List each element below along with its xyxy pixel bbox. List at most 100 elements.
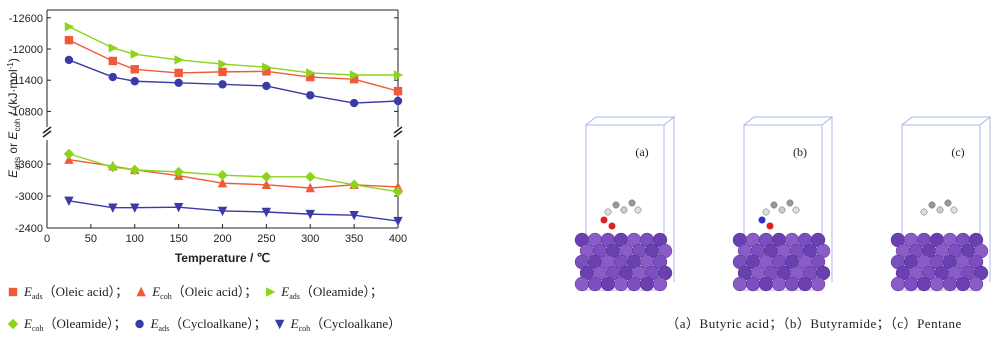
legend-item: Eads（Cycloalkane）； bbox=[135, 316, 266, 333]
legend-subscript: coh bbox=[299, 324, 311, 333]
caption: （a）Butyric acid；（b）Butyramide；（c）Pentane bbox=[666, 316, 961, 332]
x-tick-label: 0 bbox=[44, 233, 50, 245]
marker bbox=[350, 99, 358, 107]
marker bbox=[174, 69, 182, 77]
marker bbox=[109, 57, 117, 65]
series-line bbox=[69, 40, 398, 91]
panel-label: (a) bbox=[635, 145, 648, 159]
chart: -12600-12000-11400-10800-3600-3000-24000… bbox=[6, 10, 407, 333]
marker bbox=[9, 288, 17, 296]
legend-label: Ecoh（Oleic acid）； bbox=[151, 284, 257, 301]
marker bbox=[8, 319, 18, 329]
structures: (a) (b) (c) bbox=[575, 117, 990, 291]
structure-panel: (b) bbox=[733, 117, 832, 291]
x-tick-label: 250 bbox=[257, 233, 275, 245]
x-axis-label: Temperature / ℃ bbox=[175, 251, 270, 265]
marker bbox=[65, 36, 73, 44]
molecule-atom bbox=[771, 202, 777, 208]
marker bbox=[261, 172, 271, 182]
molecule-atom bbox=[605, 209, 611, 215]
atom bbox=[969, 277, 983, 291]
molecule-atom bbox=[929, 202, 935, 208]
panel-label: (c) bbox=[951, 145, 964, 159]
atom bbox=[798, 277, 812, 291]
atom bbox=[746, 277, 760, 291]
legend-item: Ecoh（Oleamide）； bbox=[8, 316, 127, 333]
y-tick-label: -2400 bbox=[15, 223, 43, 235]
legend-item: Eads（Oleic acid）； bbox=[9, 284, 128, 301]
atom bbox=[943, 277, 957, 291]
legend-label: Eads（Cycloalkane）； bbox=[150, 316, 267, 333]
y-axis-label-part: ) bbox=[6, 58, 20, 62]
atom bbox=[614, 277, 628, 291]
molecule-atom bbox=[759, 217, 766, 224]
legend-symbol: E bbox=[150, 316, 159, 331]
legend-name: （Cycloalkane） bbox=[310, 316, 401, 331]
x-tick-label: 150 bbox=[169, 233, 187, 245]
atom bbox=[588, 277, 602, 291]
series-line bbox=[69, 60, 398, 103]
atom bbox=[640, 277, 654, 291]
legend-label: Eads（Oleamide）； bbox=[280, 284, 383, 301]
marker bbox=[394, 87, 402, 95]
molecule-atom bbox=[629, 200, 635, 206]
page: {"chart_data": [ {"type": "line", "panel… bbox=[0, 0, 999, 339]
structure-panel: (a) bbox=[575, 117, 674, 291]
x-tick-label: 200 bbox=[213, 233, 231, 245]
molecule-atom bbox=[767, 223, 774, 230]
atom bbox=[733, 277, 747, 291]
molecule-atom bbox=[613, 202, 619, 208]
molecule-atom bbox=[945, 200, 951, 206]
atom bbox=[575, 277, 589, 291]
atom bbox=[904, 277, 918, 291]
molecule-atom bbox=[787, 200, 793, 206]
legend-symbol: E bbox=[280, 284, 289, 299]
legend-item: Ecoh（Cycloalkane） bbox=[275, 316, 401, 333]
atom bbox=[759, 277, 773, 291]
molecule-atom bbox=[921, 209, 927, 215]
panel-label: (b) bbox=[793, 145, 807, 159]
marker bbox=[174, 79, 182, 87]
series-line bbox=[69, 27, 398, 75]
marker bbox=[393, 187, 403, 197]
marker bbox=[131, 77, 139, 85]
legend-subscript: coh bbox=[160, 292, 172, 301]
legend-name: （Oleamide）； bbox=[44, 316, 127, 332]
molecule-atom bbox=[763, 209, 769, 215]
cell-box bbox=[744, 117, 832, 125]
atom bbox=[627, 277, 641, 291]
series-line bbox=[69, 154, 398, 192]
legend-subscript: ads bbox=[159, 324, 170, 333]
marker bbox=[218, 68, 226, 76]
marker bbox=[109, 73, 117, 81]
y-tick-label: -12000 bbox=[9, 44, 43, 56]
legend-item: Eads（Oleamide）； bbox=[266, 284, 383, 301]
legend-name: （Cycloalkane）； bbox=[169, 316, 266, 332]
marker bbox=[65, 56, 73, 64]
atom bbox=[891, 277, 905, 291]
legend-item: Ecoh（Oleic acid）； bbox=[136, 284, 257, 301]
legend-subscript: coh bbox=[32, 324, 44, 333]
marker bbox=[217, 170, 227, 180]
legend-symbol: E bbox=[151, 284, 160, 299]
atom bbox=[772, 277, 786, 291]
molecule-atom bbox=[793, 207, 799, 213]
molecule-atom bbox=[609, 223, 616, 230]
marker bbox=[262, 82, 270, 90]
legend-subscript: ads bbox=[32, 292, 43, 301]
y-tick-label: -12600 bbox=[9, 13, 43, 25]
atom bbox=[930, 277, 944, 291]
atom bbox=[917, 277, 931, 291]
marker bbox=[306, 91, 314, 99]
atom bbox=[601, 277, 615, 291]
marker bbox=[136, 287, 145, 296]
figure: -12600-12000-11400-10800-3600-3000-24000… bbox=[0, 0, 999, 339]
y-axis-label-part: / (kJ·mol bbox=[6, 69, 20, 118]
x-tick-label: 100 bbox=[126, 233, 144, 245]
x-tick-label: 50 bbox=[85, 233, 97, 245]
y-axis-label-part: coh bbox=[13, 119, 22, 132]
molecule-atom bbox=[951, 207, 957, 213]
cell-box bbox=[586, 117, 674, 125]
legend-symbol: E bbox=[290, 316, 299, 331]
marker bbox=[275, 320, 284, 329]
